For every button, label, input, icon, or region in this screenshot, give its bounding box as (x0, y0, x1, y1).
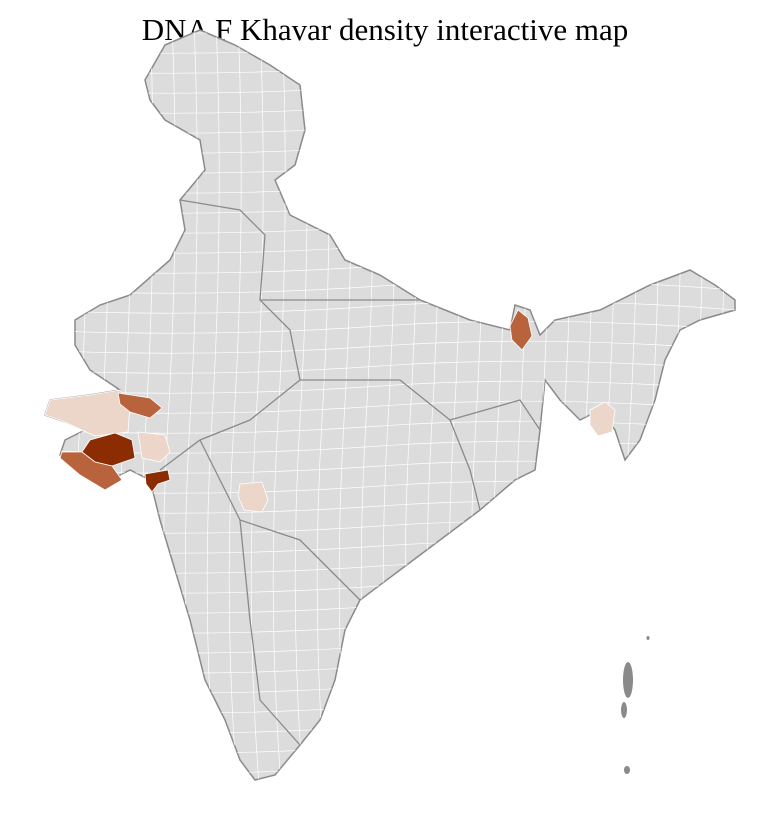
region-north-gujarat[interactable] (117, 392, 163, 419)
region-south-gujarat[interactable] (144, 469, 171, 493)
region-kutch[interactable] (44, 389, 131, 437)
region-manipur[interactable] (589, 401, 616, 437)
andaman-islands (621, 636, 650, 774)
region-north-bengal[interactable] (509, 309, 533, 351)
region-south-saurashtra[interactable] (59, 451, 123, 491)
state-boundaries (159, 199, 541, 746)
region-east-gujarat[interactable] (137, 431, 171, 463)
region-central-maharashtra[interactable] (237, 481, 269, 513)
